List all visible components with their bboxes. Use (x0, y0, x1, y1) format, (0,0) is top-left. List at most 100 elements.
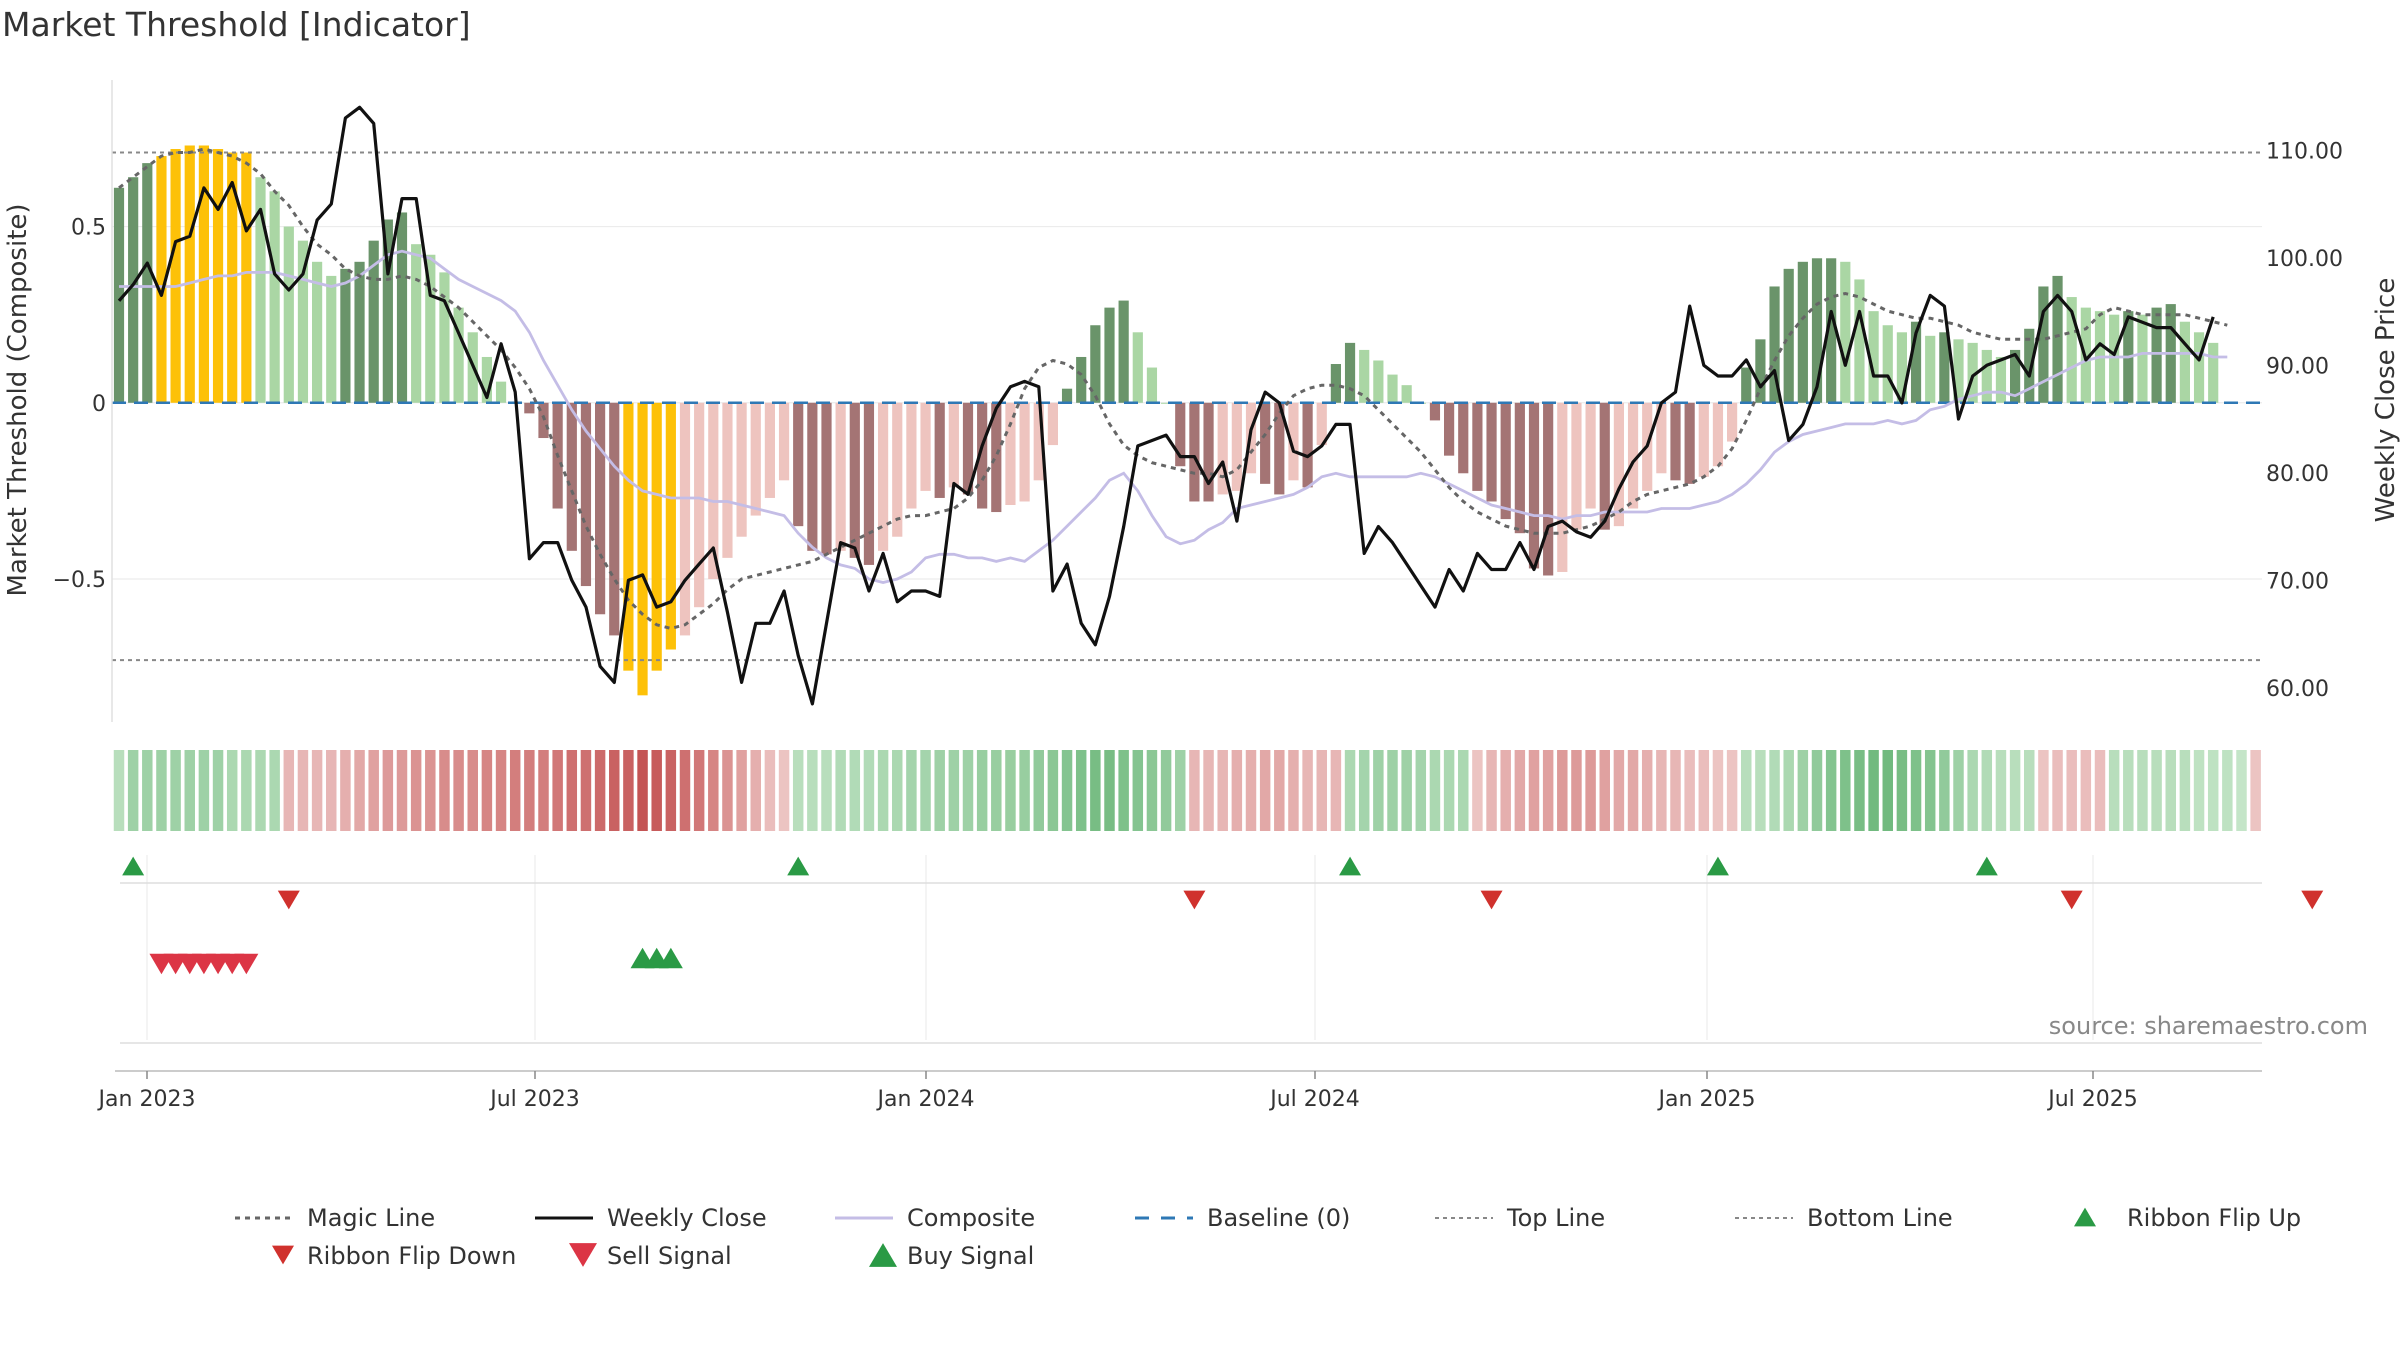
ribbon-cell (1458, 750, 1469, 831)
composite-bar (991, 402, 1002, 513)
composite-bar (962, 402, 974, 495)
ribbon-cell (962, 750, 974, 831)
ribbon-cell (750, 750, 761, 831)
composite-bar (439, 272, 450, 403)
y2-axis-label: Weekly Close Price (2371, 278, 2400, 523)
chart-title: Market Threshold [Indicator] (2, 5, 471, 44)
composite-bar (1288, 402, 1299, 481)
ribbon-cell (1500, 750, 1511, 831)
ribbon-cell (693, 750, 705, 831)
composite-bar (1868, 311, 1879, 403)
composite-bar (1175, 402, 1186, 467)
x-tick-label: Jul 2023 (488, 1087, 580, 1112)
composite-bar (241, 152, 252, 403)
composite-bar (920, 402, 931, 491)
ribbon-cell (127, 750, 139, 831)
composite-bar (2179, 321, 2190, 403)
legend-label: Composite (907, 1204, 1035, 1232)
composite-bar (1260, 402, 1271, 484)
ribbon-cell (1783, 750, 1794, 831)
legend: Magic Line Weekly Close Composite Baseline … (235, 1204, 2301, 1270)
composite-bar (595, 402, 606, 615)
ribbon-cell (1401, 750, 1412, 831)
ribbon-cell (326, 750, 337, 831)
composite-bar (1217, 402, 1228, 495)
ribbon-cell (1160, 750, 1172, 831)
composite-bar (1359, 349, 1370, 403)
ribbon-cell (1924, 750, 1936, 831)
legend-label: Buy Signal (907, 1242, 1034, 1270)
ribbon-cell (976, 750, 988, 831)
ribbon-cell (2137, 750, 2148, 831)
ribbon-cell (1769, 750, 1780, 831)
legend-triangle-up-icon (869, 1243, 897, 1267)
ribbon-cell (241, 750, 252, 831)
ribbon-cell (1939, 750, 1950, 831)
y2-tick-label: 110.00 (2266, 139, 2343, 164)
composite-bar (1599, 402, 1610, 530)
composite-bar (736, 402, 747, 537)
composite-bar (1910, 321, 1922, 403)
composite-bar (2066, 297, 2077, 403)
composite-bar (1967, 342, 1978, 403)
composite-bar (849, 402, 860, 558)
composite-bar (1033, 402, 1044, 481)
ribbon-cell (2066, 750, 2077, 831)
ribbon-cell (156, 750, 167, 831)
ribbon-flip-up-marker (1975, 856, 1998, 876)
ribbon-cell (566, 750, 578, 831)
composite-bars (113, 145, 2219, 696)
ribbon-cell (1557, 750, 1568, 831)
composite-bar (1514, 402, 1525, 534)
composite-bar (1061, 388, 1073, 403)
ribbon-cell (170, 750, 181, 831)
composite-bar (2151, 307, 2162, 403)
composite-bar (368, 240, 379, 403)
ribbon-cell (1627, 750, 1639, 831)
ribbon-cell (354, 750, 365, 831)
composite-bar (198, 145, 209, 403)
composite-bar (1104, 307, 1115, 403)
composite-bar (1019, 402, 1030, 502)
composite-bar (1656, 402, 1667, 474)
ribbon-cell (1542, 750, 1554, 831)
ribbon-cell (1189, 750, 1200, 831)
composite-bar (1528, 402, 1540, 569)
ribbon-cell (1514, 750, 1526, 831)
composite-bar (1627, 402, 1639, 509)
ribbon-cell (1698, 750, 1710, 831)
ribbon-cell (849, 750, 861, 831)
composite-bar (750, 402, 761, 516)
ribbon-cell (609, 750, 620, 831)
ribbon-cell (2165, 750, 2176, 831)
ribbon-cell (722, 750, 733, 831)
ribbon-cell (1755, 750, 1766, 831)
ribbon-cell (2236, 750, 2247, 831)
weekly-close-line (117, 105, 2215, 706)
ribbon-cell (2193, 750, 2205, 831)
composite-bar (1854, 279, 1865, 403)
ribbon-cell (198, 750, 210, 831)
ribbon-cell (2108, 750, 2120, 831)
composite-bar (1543, 402, 1554, 576)
composite-bar (934, 402, 945, 498)
ribbon-cell (1061, 750, 1073, 831)
composite-bar (835, 402, 846, 551)
ribbon-cell (538, 750, 549, 831)
ribbon-flip-down-marker (1480, 890, 1503, 910)
composite-bar (2137, 314, 2148, 403)
ribbon-cell (991, 750, 1002, 831)
composite-bar (1401, 385, 1412, 403)
ribbon-cell (736, 750, 747, 831)
composite-bar (1274, 402, 1285, 495)
composite-bar (948, 402, 959, 488)
ribbon-cell (1429, 750, 1441, 831)
ribbon-cell (1358, 750, 1370, 831)
ribbon-cell (1712, 750, 1724, 831)
ribbon-cell (1571, 750, 1582, 831)
composite-bar (1161, 402, 1172, 404)
y2-tick-label: 80.00 (2266, 462, 2329, 487)
x-axis: Jan 2023 Jul 2023 Jan 2024 Jul 2024 Jan 2025… (97, 1070, 2262, 1112)
composite-bar (977, 402, 988, 509)
ribbon-cell (1288, 750, 1299, 831)
